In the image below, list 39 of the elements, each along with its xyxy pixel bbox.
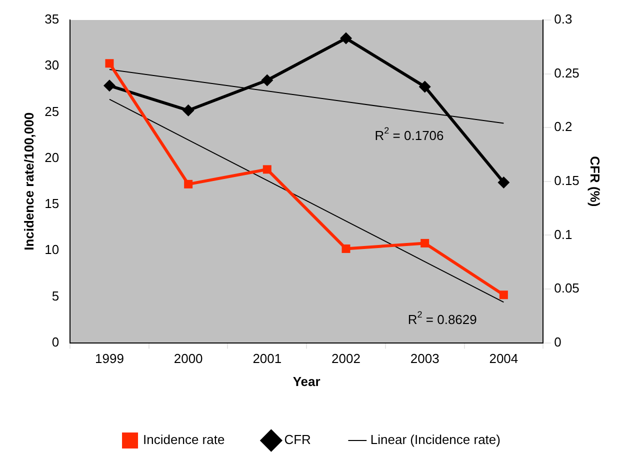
point <box>342 244 350 253</box>
y-tick-label: 0 <box>52 334 60 350</box>
y-axis-title: Incidence rate/100,000 <box>21 112 36 250</box>
legend-label: Linear (Incidence rate) <box>370 432 500 448</box>
x-tick-label: 2004 <box>489 351 518 366</box>
legend-label: Incidence rate <box>143 432 225 448</box>
y2-tick-label: 0.25 <box>554 65 580 80</box>
y-tick-label: 15 <box>44 196 60 212</box>
x-tick-label: 2000 <box>174 351 203 366</box>
point <box>262 165 272 174</box>
point <box>418 80 431 93</box>
y2-tick-label: 0.15 <box>554 172 580 188</box>
y2-tick-label: 0 <box>554 334 562 350</box>
y2-tick-label: 0.2 <box>554 119 572 134</box>
point <box>420 238 430 248</box>
y-tick-label: 10 <box>44 242 60 258</box>
point <box>182 104 194 116</box>
y-tick-label: 35 <box>44 12 60 27</box>
y-tick-label: 25 <box>44 104 60 119</box>
point <box>105 59 114 68</box>
x-axis-title: Year <box>292 374 320 389</box>
y2-axis-title: CFR (%) <box>588 156 603 207</box>
point <box>261 74 274 86</box>
x-tick-label: 2003 <box>410 351 440 366</box>
point <box>340 32 352 44</box>
x-tick-label: 1999 <box>95 351 124 366</box>
point <box>184 180 193 188</box>
legend-label: CFR <box>284 432 311 448</box>
point <box>103 80 116 92</box>
y2-tick-label: 0.05 <box>554 280 580 296</box>
x-tick-label: 2002 <box>332 351 360 366</box>
point <box>499 290 508 300</box>
point <box>498 176 510 188</box>
y-tick-label: 20 <box>44 150 60 165</box>
y-tick-label: 5 <box>52 288 60 304</box>
y2-tick-label: 0.1 <box>554 226 572 242</box>
y-tick-label: 30 <box>44 58 60 73</box>
y2-tick-label: 0.3 <box>554 12 572 27</box>
x-tick-label: 2001 <box>252 351 282 366</box>
